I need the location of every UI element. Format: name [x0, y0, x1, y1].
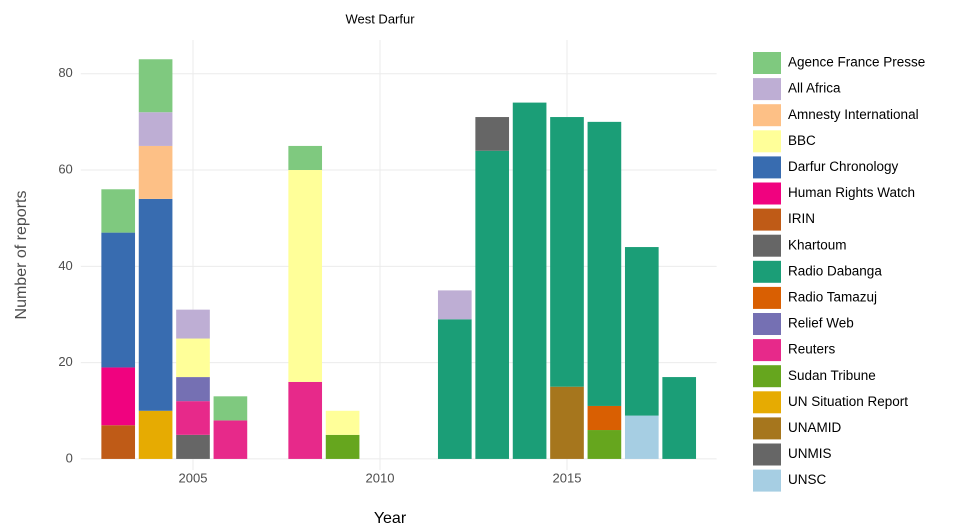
bar-segment [288, 381, 323, 459]
legend-label: UNAMID [788, 420, 841, 435]
bar-segment [176, 434, 210, 459]
legend-key [753, 365, 781, 388]
legend-label: Reuters [788, 342, 836, 357]
legend-key [753, 417, 781, 440]
legend-key [753, 104, 781, 127]
legend-key [753, 313, 781, 335]
bar-segment [138, 145, 173, 199]
y-tick-label: 40 [58, 258, 72, 273]
bar-segment [138, 112, 173, 146]
y-tick-label: 0 [66, 450, 73, 465]
bar-segment [550, 117, 584, 387]
legend-label: Khartoum [788, 237, 847, 252]
bar-segment [475, 117, 510, 151]
legend-key [753, 52, 781, 74]
bar-segment [101, 367, 136, 426]
bar-segment [587, 405, 622, 431]
legend-key [753, 156, 781, 179]
bar-segment [288, 145, 323, 171]
bar-segment [587, 430, 622, 459]
legend-key [753, 391, 781, 414]
bar-segment [138, 198, 173, 411]
bar-segment [325, 410, 360, 435]
legend-label: Relief Web [788, 316, 854, 331]
bar-segment [512, 102, 547, 459]
legend-label: Human Rights Watch [788, 185, 915, 200]
bar-segment [325, 434, 360, 459]
legend-key [753, 286, 781, 309]
legend: Agence France Presse All Africa Amnesty In… [753, 52, 925, 492]
bar-segment [176, 377, 210, 402]
legend-label: Sudan Tribune [788, 368, 876, 383]
bar-segment [437, 290, 472, 320]
bar-segment [213, 396, 248, 421]
chart-title: West Darfur [345, 11, 415, 26]
legend-label: BBC [788, 133, 816, 148]
legend-label: UN Situation Report [788, 394, 908, 409]
x-tick-label: 2010 [366, 470, 395, 485]
bar-segment [138, 59, 173, 113]
bar-segment [176, 309, 210, 339]
bar-segment [176, 338, 210, 378]
legend-label: IRIN [788, 211, 815, 226]
legend-key [753, 208, 781, 231]
y-tick-label: 20 [58, 354, 72, 369]
bar-segment [550, 386, 584, 459]
legend-key [753, 260, 781, 283]
legend-key [753, 469, 781, 492]
legend-label: Agence France Presse [788, 55, 925, 70]
bars [101, 59, 697, 459]
bar-segment [624, 247, 659, 416]
legend-key [753, 78, 781, 101]
y-tick-label: 80 [58, 65, 72, 80]
bar-segment [138, 410, 173, 459]
bar-segment [587, 121, 622, 406]
legend-label: UNSC [788, 472, 827, 487]
legend-label: Darfur Chronology [788, 159, 899, 174]
y-axis-label: Number of reports [13, 191, 30, 320]
legend-key [753, 182, 781, 205]
x-tick-label: 2015 [553, 470, 582, 485]
legend-key [753, 130, 781, 153]
bar-segment [662, 377, 697, 459]
x-axis-label: Year [374, 510, 407, 527]
bar-segment [101, 189, 136, 233]
y-tick-label: 60 [58, 161, 72, 176]
bar-segment [288, 170, 323, 382]
legend-key [753, 443, 781, 466]
bar-segment [475, 150, 510, 459]
legend-label: Amnesty International [788, 107, 919, 122]
legend-label: Radio Dabanga [788, 263, 882, 278]
bar-segment [101, 232, 136, 368]
legend-label: Radio Tamazuj [788, 289, 877, 304]
bar-segment [437, 319, 472, 459]
bar-segment [176, 401, 210, 435]
legend-key [753, 234, 781, 257]
bar-segment [101, 425, 136, 459]
x-tick-label: 2005 [179, 470, 208, 485]
bar-segment [213, 420, 248, 459]
legend-key [753, 339, 781, 362]
legend-label: All Africa [788, 81, 841, 96]
legend-label: UNMIS [788, 446, 832, 461]
bar-segment [624, 415, 659, 459]
